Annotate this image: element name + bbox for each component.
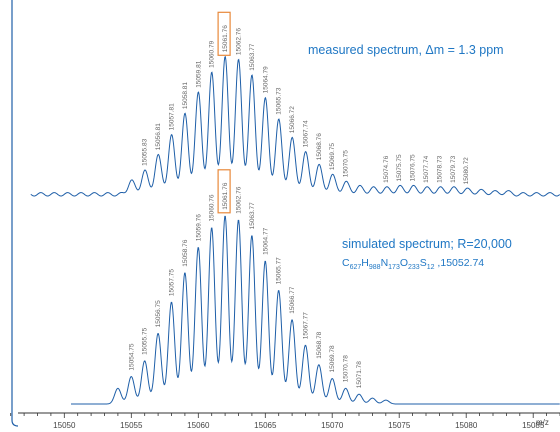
simulated-peak-label: 15054.75 (128, 343, 135, 370)
measured-peak-label: 15079.73 (450, 155, 457, 182)
simulated-annotation: simulated spectrum; R=20,000 (342, 237, 512, 251)
x-tick-label: 15065 (254, 421, 277, 430)
simulated-peak-label: 15069.78 (329, 345, 336, 372)
measured-peak-label: 15068.76 (316, 133, 323, 160)
simulated-peak-label: 15058.76 (182, 239, 189, 266)
measured-peak-label: 15062.76 (236, 28, 243, 55)
simulated-peak-label: 15063.77 (249, 202, 256, 229)
x-tick-label: 15050 (53, 421, 76, 430)
x-axis-ticks: 15050 15055 15060 15065 15070 15075 15080 15085 (10, 413, 560, 430)
measured-peak-label: 15070.75 (343, 150, 350, 177)
measured-peak-label: 15077.74 (423, 155, 430, 182)
x-tick-label: 15085 (522, 421, 545, 430)
simulated-peak-label: 15070.78 (343, 355, 350, 382)
simulated-peak-label: 15057.75 (169, 269, 176, 296)
simulated-peak-label: 15055.75 (142, 327, 149, 354)
measured-peak-label: 15067.74 (303, 120, 310, 147)
measured-peak-label: 15064.79 (262, 66, 269, 93)
simulated-peak-label: 15061.76 (222, 182, 229, 209)
x-tick-label: 15070 (321, 421, 344, 430)
measured-peak-label: 15074.76 (383, 155, 390, 182)
measured-peak-label: 15055.83 (142, 138, 149, 165)
measured-peak-label: 15060.79 (209, 40, 216, 67)
simulated-peak-label: 15068.78 (316, 331, 323, 358)
x-tick-label: 15075 (388, 421, 411, 430)
measured-spectrum-trace (30, 55, 560, 197)
simulated-peak-label: 15059.76 (195, 214, 202, 241)
simulated-peak-label: 15064.77 (262, 227, 269, 254)
simulated-spectrum-trace (71, 215, 560, 405)
measured-peak-labels: 15055.83 15056.81 15057.81 15058.81 15059.81… (142, 25, 471, 184)
left-frame (11, 0, 19, 427)
simulated-peak-label: 15065.77 (276, 257, 283, 284)
measured-spectrum-panel: 15055.83 15056.81 15057.81 15058.81 15059.81… (30, 11, 560, 197)
simulated-peak-label: 15071.78 (356, 361, 363, 388)
measured-peak-label: 15063.77 (249, 43, 256, 70)
measured-peak-label: 15061.76 (222, 25, 229, 52)
measured-peak-label: 15056.81 (155, 123, 162, 150)
x-tick-label: 15060 (187, 421, 210, 430)
simulated-peak-label: 15062.76 (236, 186, 243, 213)
measured-peak-label: 15059.81 (195, 60, 202, 87)
simulated-highlight-box (217, 169, 231, 214)
molecular-formula: C627H988N173O233S12 ,15052.74 (342, 257, 484, 271)
measured-peak-label: 15080.72 (463, 157, 470, 184)
x-tick-label: 15080 (455, 421, 478, 430)
measured-peak-label: 15078.73 (436, 155, 443, 182)
simulated-peak-labels: 15054.75 15055.75 15056.75 15057.75 15058.76… (128, 182, 363, 388)
simulated-peak-label: 15056.75 (155, 300, 162, 327)
measured-peak-label: 15075.75 (396, 154, 403, 181)
simulated-peak-label: 15066.77 (289, 286, 296, 313)
measured-peak-label: 15065.73 (276, 87, 283, 114)
measured-annotation: measured spectrum, Δm = 1.3 ppm (308, 43, 504, 57)
measured-peak-label: 15058.81 (182, 82, 189, 109)
simulated-peak-label: 15060.76 (209, 194, 216, 221)
simulated-spectrum-panel: 15054.75 15055.75 15056.75 15057.75 15058.76… (71, 169, 560, 405)
x-tick-label: 15055 (120, 421, 143, 430)
measured-peak-label: 15057.81 (169, 103, 176, 130)
measured-peak-label: 15069.75 (329, 143, 336, 170)
x-axis-unit: m/z (536, 418, 549, 427)
simulated-peak-label: 15067.77 (303, 312, 310, 339)
measured-peak-label: 15076.75 (410, 154, 417, 181)
measured-highlight-box (217, 11, 231, 56)
measured-peak-label: 15066.72 (289, 106, 296, 133)
